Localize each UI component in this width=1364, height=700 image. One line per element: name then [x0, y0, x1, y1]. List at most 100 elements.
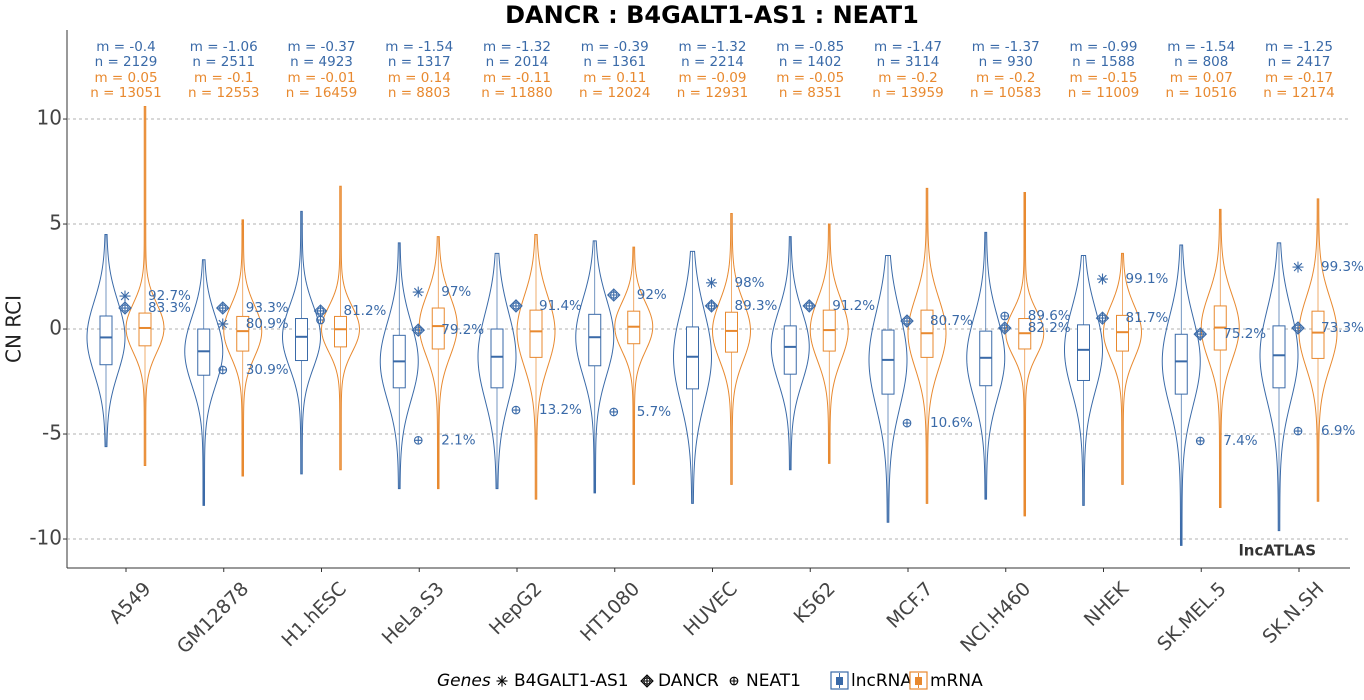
gene-percentile-label: 93.3% — [246, 300, 289, 316]
stat-count: n = 2129 — [95, 54, 158, 70]
gene-percentile-label: 6.9% — [1321, 423, 1355, 439]
legend-title: Genes — [437, 671, 491, 691]
chart-title: DANCR : B4GALT1-AS1 : NEAT1 — [505, 1, 919, 29]
stat-count: n = 930 — [979, 54, 1033, 70]
gene-marker — [118, 301, 132, 315]
legend-label: B4GALT1-AS1 — [514, 671, 629, 691]
stat-mean: m = -1.32 — [679, 39, 747, 55]
x-tick-label: H1.hESC — [278, 578, 351, 651]
violin — [1200, 208, 1240, 509]
box — [431, 307, 445, 350]
marker-stroke — [120, 291, 130, 301]
gene-percentile-label: 99.3% — [1321, 259, 1364, 275]
box — [236, 315, 250, 352]
stat-count: n = 12024 — [579, 85, 650, 101]
marker-stroke — [1193, 327, 1208, 341]
violin — [86, 234, 126, 448]
stat-count: n = 11009 — [1068, 85, 1139, 101]
stat-mean: m = -1.32 — [483, 39, 551, 55]
gene-percentile-label: 10.6% — [930, 415, 973, 431]
gene-percentile-label: 13.2% — [539, 402, 582, 418]
marker-stroke — [215, 301, 230, 315]
gene-marker — [997, 321, 1012, 335]
y-axis-label: CN RCI — [2, 295, 26, 363]
box — [725, 311, 738, 353]
gene-percentile-label: 92.7% — [148, 288, 191, 304]
stat-count: n = 11880 — [481, 85, 552, 101]
stat-count: n = 8803 — [388, 85, 451, 101]
marker-stroke — [1096, 312, 1109, 325]
y-tick-label: -10 — [29, 526, 62, 550]
violin — [868, 255, 908, 523]
gene-percentile-label: 81.2% — [344, 303, 387, 319]
marker-stroke — [119, 302, 131, 315]
marker-stroke — [412, 324, 425, 337]
gene-marker — [313, 304, 328, 318]
marker-stroke — [1291, 321, 1305, 335]
marker-stroke — [901, 315, 913, 328]
violin — [1298, 198, 1338, 502]
stat-mean: m = -1.54 — [385, 39, 453, 55]
stat-mean: m = -0.85 — [776, 39, 844, 55]
violin — [575, 240, 615, 494]
violin — [1063, 255, 1104, 506]
marker-stroke — [218, 366, 227, 374]
violin — [184, 259, 224, 506]
gene-marker — [509, 299, 523, 313]
x-tick-label: HepG2 — [485, 578, 546, 639]
violin — [321, 185, 360, 471]
gene-marker — [1193, 327, 1208, 341]
marker-stroke — [314, 304, 327, 317]
gene-percentile-label: 5.7% — [637, 404, 671, 420]
violin — [770, 236, 810, 471]
stat-mean: m = -0.09 — [679, 70, 747, 86]
gene-percentile-label: 98% — [735, 275, 765, 291]
x-tick-label: MCF.7 — [883, 578, 938, 633]
box — [1116, 314, 1129, 352]
marker-stroke — [218, 319, 228, 329]
gene-marker — [412, 286, 424, 298]
gene-percentile-label: 97% — [441, 284, 471, 300]
marker-stroke — [1292, 321, 1304, 334]
marker-stroke — [707, 278, 716, 288]
stat-count: n = 16459 — [286, 85, 357, 101]
gene-percentile-label: 79.2% — [441, 322, 484, 338]
marker-stroke — [998, 321, 1011, 334]
stat-mean: m = -0.1 — [194, 70, 253, 86]
gene-percentile-label: 82.2% — [1028, 320, 1071, 336]
stat-mean: m = -0.17 — [1265, 70, 1333, 86]
gene-marker — [218, 365, 228, 375]
gene-percentile-label: 89.3% — [735, 298, 778, 314]
stat-count: n = 2417 — [1268, 54, 1331, 70]
stat-count: n = 1402 — [779, 54, 842, 70]
stat-mean: m = -1.47 — [874, 39, 942, 55]
stat-count: n = 2511 — [192, 54, 255, 70]
gene-marker — [1195, 436, 1205, 446]
watermark: lncATLAS — [1239, 542, 1316, 560]
marker-stroke — [316, 316, 325, 324]
stat-mean: m = -1.54 — [1167, 39, 1235, 55]
gene-percentile-label: 99.1% — [1126, 271, 1169, 287]
marker-stroke — [607, 289, 620, 302]
stat-mean: m = -1.37 — [972, 39, 1040, 55]
box — [881, 329, 895, 395]
y-tick-label: 5 — [49, 211, 62, 235]
gene-percentile-label: 30.9% — [246, 362, 289, 378]
violin — [1259, 242, 1299, 532]
gene-marker — [900, 314, 914, 328]
legend-label: mRNA — [930, 671, 983, 691]
gene-percentile-label: 83.3% — [148, 300, 191, 316]
x-tick-label: NHEK — [1080, 577, 1133, 630]
stat-count: n = 12553 — [188, 85, 259, 101]
stat-mean: m = -0.37 — [288, 39, 356, 55]
violin — [477, 252, 517, 490]
legend-label: NEAT1 — [746, 671, 801, 691]
violin — [712, 213, 751, 485]
marker-stroke — [512, 406, 520, 414]
gene-percentile-label: 7.4% — [1223, 433, 1257, 449]
violin — [614, 246, 654, 485]
legend-label: lncRNA — [851, 671, 912, 691]
stat-mean: m = -0.2 — [976, 70, 1035, 86]
box — [138, 312, 152, 347]
stat-mean: m = -1.06 — [190, 39, 258, 55]
